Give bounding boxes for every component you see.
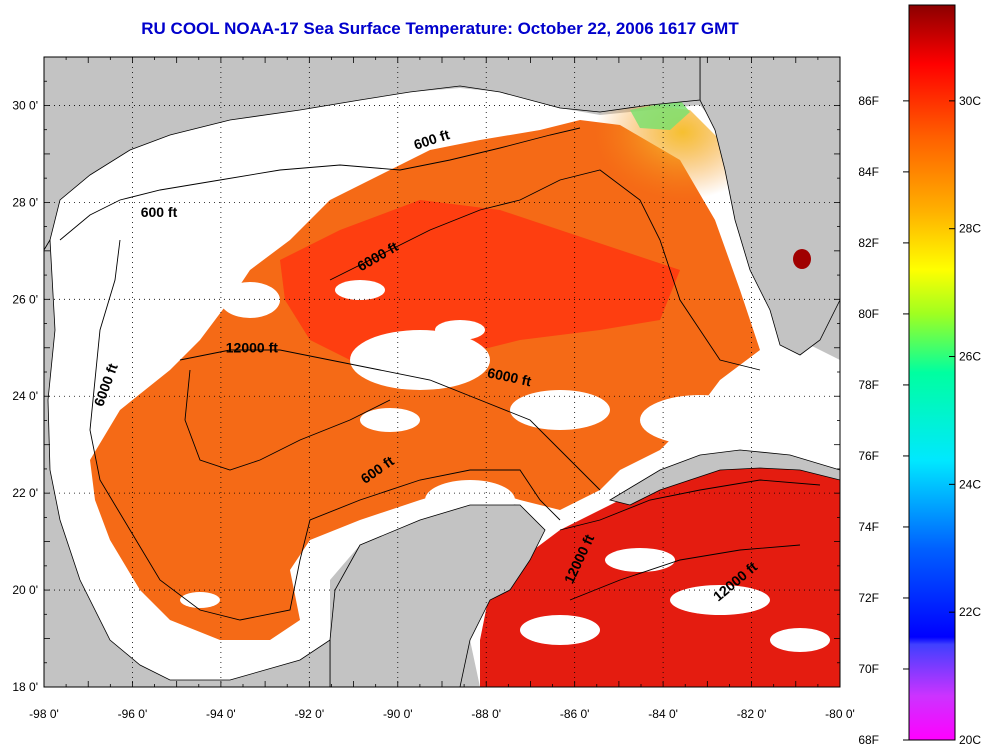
sst-cool-nearshore [630,100,690,130]
y-tick-label: 22 0' [12,486,38,500]
x-tick-label: -84 0' [648,707,678,721]
colorbar-f-label: 82F [858,236,879,250]
sst-hot-core [280,200,680,370]
cuba-land [608,449,840,506]
y-tick-label: 18 0' [12,680,38,694]
y-tick-label: 26 0' [12,292,38,306]
colorbar-f-label: 68F [858,733,879,747]
x-tick-label: -96 0' [118,707,148,721]
x-tick-label: -98 0' [29,707,59,721]
colorbar-c-label: 26C [959,350,981,364]
y-tick-label: 30 0' [12,98,38,112]
y-tick-label: 20 0' [12,583,38,597]
y-tick-label: 24 0' [12,389,38,403]
x-tick-label: -92 0' [295,707,325,721]
lake-okeechobee [793,249,811,269]
x-tick-label: -80 0' [825,707,855,721]
colorbar-c-label: 28C [959,222,981,236]
florida-land [699,57,840,356]
map-area [44,57,840,687]
colorbar-fahrenheit-ticks: 86F 84F 82F 80F 78F 76F 74F 72F 70F 68F [858,94,909,747]
colorbar-f-label: 70F [858,662,879,676]
colorbar-f-label: 72F [858,591,879,605]
colorbar-f-label: 86F [858,94,879,108]
sst-east-shelf [560,105,735,240]
colorbar-f-label: 78F [858,378,879,392]
map-gridlines [44,57,840,687]
contour-label: 12000 ft [226,340,278,356]
colorbar-f-label: 80F [858,307,879,321]
x-tick-label: -90 0' [383,707,413,721]
x-axis-ticks: -98 0' -96 0' -94 0' -92 0' -90 0' -88 0' -86 … [29,707,855,721]
x-tick-label: -82 0' [737,707,767,721]
colorbar-f-label: 84F [858,165,879,179]
colorbar-c-label: 30C [959,94,981,108]
colorbar-celsius-ticks: 30C 28C 26C 24C 22C 20C [949,94,981,747]
contour-label: 600 ft [141,204,178,220]
colorbar-f-label: 76F [858,449,879,463]
colorbar [908,4,956,741]
y-tick-label: 28 0' [12,195,38,209]
mexico-land [44,238,331,687]
x-tick-label: -88 0' [471,707,501,721]
x-tick-label: -86 0' [560,707,590,721]
colorbar-c-label: 22C [959,605,981,619]
colorbar-f-label: 74F [858,520,879,534]
cloud-patches [180,280,830,652]
y-axis-ticks: 30 0' 28 0' 26 0' 24 0' 22 0' 20 0' 18 0' [12,98,38,694]
colorbar-c-label: 20C [959,733,981,747]
gulf-coast-land [44,57,701,251]
colorbar-c-label: 24C [959,477,981,491]
chart-title: RU COOL NOAA-17 Sea Surface Temperature:… [141,19,739,38]
frame-ticks [43,56,841,688]
x-tick-label: -94 0' [206,707,236,721]
